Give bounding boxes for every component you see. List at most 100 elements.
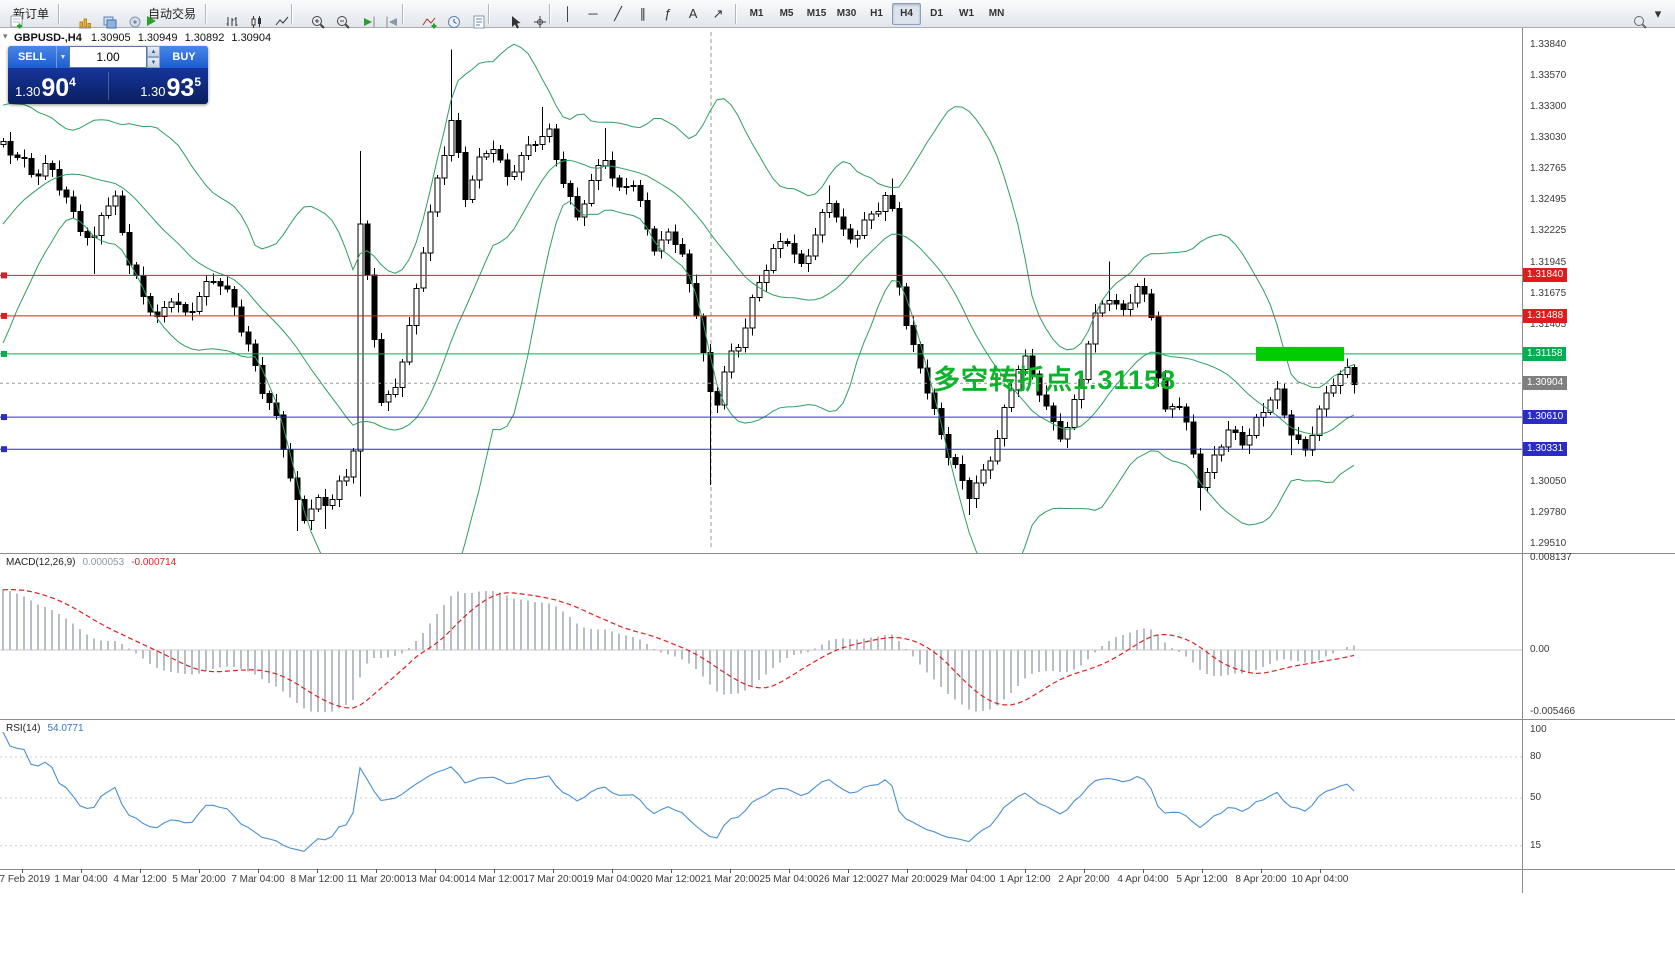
level-line-handle[interactable] [1,312,7,319]
search-button[interactable] [1620,3,1647,29]
time-axis-tick [1025,869,1026,873]
bollinger-upper-band [2,43,1355,389]
time-axis-tick [376,869,377,873]
price-axis-label: 1.31675 [1530,288,1567,300]
highlight-rectangle[interactable] [1256,346,1344,361]
collapse-icon[interactable]: ▾ [3,31,8,41]
time-axis-label: 20 Mar 12:00 [641,874,701,885]
volume-dropdown-icon[interactable]: ▼ [56,46,69,68]
timeframe-button-M15[interactable]: M15 [806,8,827,19]
bollinger-bands [2,43,1355,553]
buy-button[interactable]: BUY [160,46,208,68]
low-value: 1.30892 [184,32,225,44]
volume-input[interactable]: 1.00 [69,46,147,68]
open-value: 1.30905 [90,32,131,44]
rsi-axis-label: 80 [1530,750,1542,762]
time-axis-label: 25 Mar 04:00 [759,874,819,885]
main-chart-svg[interactable] [0,28,1522,553]
autotrading-button[interactable]: 自动交易 [140,3,200,26]
new-order-button[interactable]: 新订单 [5,3,53,28]
level-line-handle[interactable] [1,446,7,453]
level-line-handle[interactable] [1,272,7,279]
timeframe-button-MN[interactable]: MN [988,8,1005,19]
level-line-handle[interactable] [1,414,7,421]
indicators-button[interactable] [409,3,437,28]
panel-divider[interactable] [0,553,1675,554]
time-axis-label: 13 Mar 04:00 [405,874,465,885]
text-tool-button[interactable]: A [681,3,705,25]
timeframe-button-M1[interactable]: M1 [749,8,764,19]
bar-chart-type-button[interactable] [212,3,238,26]
volume-up-icon[interactable]: ▲ [147,46,160,57]
time-axis-tick [199,869,200,873]
timeframe-button-M5[interactable]: M5 [779,8,794,19]
macd-main-value: 0.000053 [82,557,125,568]
volume-stepper[interactable]: ▲ ▼ [147,46,160,68]
chart-shift-button[interactable] [373,3,398,27]
time-axis-tick [671,869,672,873]
line-chart-type-button[interactable] [262,3,289,25]
zoom-in-button[interactable] [298,3,325,29]
trendline-tool-button[interactable]: ╱ [606,3,630,25]
cursor-button[interactable] [495,3,521,28]
timeframe-button-H1[interactable]: H1 [870,8,883,19]
sell-price-big: 90 [41,74,70,102]
time-axis-label: 11 Mar 20:00 [346,874,406,885]
timeframe-button-W1[interactable]: W1 [959,8,975,19]
price-axis-label: 1.32225 [1530,225,1567,237]
alerts-button[interactable] [115,3,141,27]
sell-price-prefix: 1.30 [15,84,41,99]
time-axis-label: 1 Apr 12:00 [999,874,1051,885]
level-line-handle[interactable] [1,350,7,357]
sell-price[interactable]: 1.30904 [15,75,76,101]
timeframe-button-D1[interactable]: D1 [930,8,943,19]
panel-divider[interactable] [0,869,1675,870]
templates-button[interactable] [459,3,485,28]
periods-button[interactable] [434,3,461,28]
arrows-tool-button[interactable]: ↗ [706,3,730,25]
toolbar-more-button[interactable]: ▾ [1646,3,1670,25]
price-axis-divider [1522,28,1523,893]
time-axis-tick [1202,869,1203,873]
macd-panel-svg [0,588,1522,713]
crosshair-button[interactable] [520,3,547,28]
price-axis-label: 1.30050 [1530,475,1567,487]
arrow-icon: ↗ [712,6,724,21]
time-axis-label: 8 Mar 12:00 [290,874,344,885]
price-tag-1.30331: 1.30331 [1523,442,1568,457]
vertical-line-icon: │ [563,6,573,21]
chart-annotation-text[interactable]: 多空转折点1.31158 [933,365,1177,395]
toolbar-separator [735,3,738,24]
time-axis-tick [1084,869,1085,873]
macd-signal-value: -0.000714 [131,557,177,568]
time-axis-label: 14 Mar 12:00 [464,874,524,885]
sell-button[interactable]: SELL [8,46,56,68]
vertical-line-tool-button[interactable]: │ [556,3,580,25]
volume-down-icon[interactable]: ▼ [147,57,160,68]
price-tag-1.31158: 1.31158 [1523,346,1567,361]
horizontal-line-tool-button[interactable]: ─ [581,3,605,25]
channel-icon: ∥ [639,6,647,21]
charts-button[interactable] [65,3,92,28]
macd-axis-label: 0.008137 [1530,551,1572,563]
timeframe-button-H4[interactable]: H4 [892,2,922,25]
close-value: 1.30904 [231,32,272,44]
time-axis-label: 1 Mar 04:00 [54,874,108,885]
macd-axis-label: 0.00 [1530,644,1550,655]
auto-scroll-button[interactable] [348,3,375,27]
timeframe-button-M30[interactable]: M30 [836,8,857,19]
profiles-button[interactable] [90,3,117,28]
time-axis-tick [258,869,259,873]
symbol-period-label: GBPUSD-,H4 [14,32,82,44]
trendline-icon: ╱ [614,6,622,21]
zoom-out-button[interactable] [323,3,350,29]
fibonacci-tool-button[interactable]: ƒ [656,3,680,25]
time-axis-tick [1261,869,1262,873]
candlestick-type-button[interactable] [237,3,262,28]
price-divider [108,72,109,100]
panel-divider[interactable] [0,719,1675,720]
price-axis-label: 1.31945 [1530,257,1567,269]
buy-price-sup: 5 [194,75,201,89]
buy-price[interactable]: 1.30935 [140,75,201,101]
channel-tool-button[interactable]: ∥ [631,3,655,25]
